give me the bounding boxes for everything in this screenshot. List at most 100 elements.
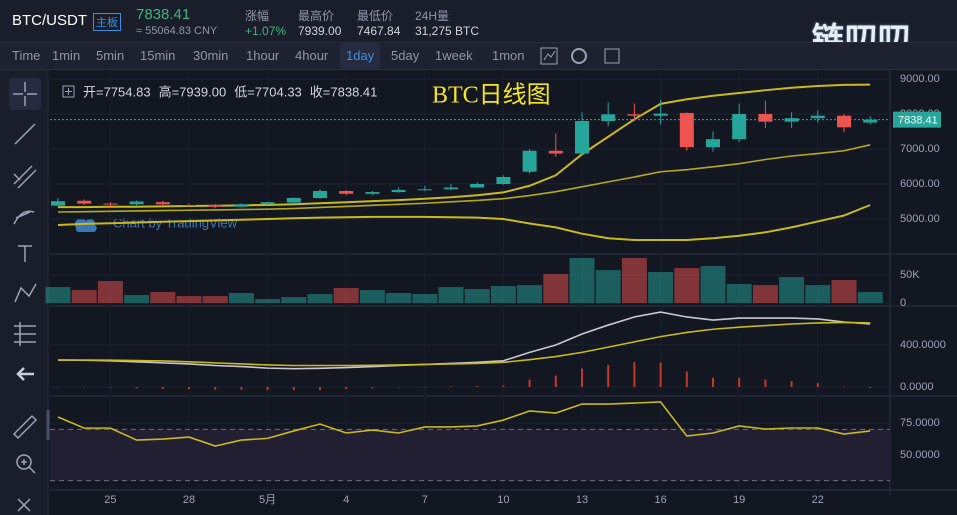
candle-body	[391, 189, 406, 193]
volume-bar	[202, 296, 228, 304]
x-tick-label: 4	[343, 494, 349, 506]
tool-text[interactable]	[18, 245, 32, 262]
ohlc-label: 高=	[159, 84, 180, 99]
candle-body	[679, 112, 694, 148]
interval-button[interactable]: 5day	[391, 48, 420, 63]
stat-label: 涨幅	[245, 9, 270, 23]
indicator-line	[57, 204, 871, 241]
tool-fib[interactable]	[14, 322, 36, 346]
macd-histogram-bar	[214, 387, 217, 390]
volume-bar	[543, 274, 569, 304]
candle-body	[601, 114, 616, 121]
macd-histogram-bar	[188, 387, 190, 390]
interval-button[interactable]: 30min	[193, 48, 229, 63]
tool-remove[interactable]	[17, 498, 31, 512]
interval-button[interactable]: 15min	[140, 48, 176, 63]
macd-histogram-bar	[109, 387, 112, 388]
indicator-line	[58, 321, 871, 367]
legend-toggle[interactable]	[62, 85, 75, 98]
interval-button[interactable]: Time	[12, 48, 41, 63]
volume-bar	[150, 292, 176, 304]
interval-button[interactable]: 1min	[52, 48, 81, 63]
tool-brush[interactable]	[13, 210, 35, 225]
interval-button[interactable]: 1week	[435, 48, 473, 63]
volume-bar	[779, 277, 805, 304]
board-badge[interactable]: 主板	[93, 13, 121, 31]
x-tick-label: 16	[654, 494, 666, 506]
sidebar	[0, 70, 48, 515]
x-tick-label: 13	[576, 494, 588, 506]
y-tick-label: 400.0000	[900, 339, 946, 351]
candle-body	[758, 113, 773, 122]
indicator-icon[interactable]	[540, 47, 558, 65]
tool-pattern[interactable]	[14, 283, 37, 303]
macd-histogram-bar	[843, 386, 845, 388]
volume-bar	[45, 287, 71, 304]
interval-button[interactable]: 5min	[96, 48, 125, 63]
candle-body	[129, 201, 144, 205]
candle-body	[417, 189, 432, 191]
volume-bar	[124, 295, 150, 304]
candle-body	[548, 150, 563, 154]
volume-bar	[281, 297, 307, 304]
candle-body	[863, 119, 878, 123]
stat-value: 31,275 BTC	[415, 24, 480, 38]
macd-histogram-bar	[685, 371, 688, 388]
tool-line[interactable]	[14, 123, 36, 145]
candle-body	[365, 192, 380, 194]
y-tick-label: 9000.00	[900, 73, 940, 85]
candle-body	[155, 202, 170, 205]
candle-body	[51, 201, 65, 206]
macd-histogram-bar	[712, 377, 714, 388]
tool-back[interactable]	[16, 367, 34, 381]
tool-zoom-mark[interactable]	[21, 459, 36, 474]
volume-bar	[307, 294, 333, 304]
volume-bar	[700, 266, 726, 304]
interval-button[interactable]: 4hour	[295, 48, 329, 63]
macd-histogram-bar	[371, 387, 374, 389]
y-tick-label: 50.0000	[900, 449, 940, 461]
candle-body	[77, 200, 92, 204]
volume-bar	[805, 285, 831, 304]
volume-bar	[333, 288, 359, 304]
screenshot-icon[interactable]	[604, 48, 620, 64]
candle-body	[444, 187, 458, 190]
interval-button[interactable]: 1day	[340, 43, 381, 69]
tool-zoom[interactable]	[16, 454, 32, 470]
ohlc-value: 7939.00	[179, 84, 226, 99]
ohlc-label: 开=	[83, 84, 104, 99]
interval-button[interactable]: 1hour	[246, 48, 280, 63]
macd-histogram-bar	[83, 387, 86, 388]
tool-ruler[interactable]	[12, 414, 38, 440]
candle-body	[627, 114, 642, 116]
candle-body	[732, 113, 747, 140]
stat-label: 最高价	[298, 9, 335, 23]
volume-bar	[621, 258, 647, 304]
volume-bar	[490, 286, 516, 304]
candle-body	[286, 197, 301, 203]
tool-channel[interactable]	[13, 165, 37, 189]
volume-bar	[359, 290, 385, 304]
y-tick-label: 50K	[900, 269, 920, 281]
volume-bar	[464, 289, 490, 304]
chart: Chart by TradingView 9000.008000.007000.…	[0, 70, 957, 515]
macd-histogram-bar	[764, 379, 767, 388]
macd-histogram-bar	[790, 381, 793, 388]
settings-icon[interactable]	[571, 48, 587, 64]
tool-active-bg	[9, 78, 41, 110]
volume-bar	[831, 280, 857, 304]
x-tick-label: 7	[422, 494, 428, 506]
tool-crosshair[interactable]	[13, 82, 37, 106]
stat-label: 最低价	[357, 9, 394, 23]
ohlc-value: 7704.33	[255, 84, 302, 99]
interval-button[interactable]: 1mon	[492, 48, 525, 63]
y-tick-label: 0	[900, 297, 906, 309]
indicator-icon-mark	[543, 50, 556, 61]
macd-histogram-bar	[319, 387, 321, 390]
candle-body	[470, 183, 485, 188]
y-tick-label: 75.0000	[900, 417, 940, 429]
chart-title: BTC日线图	[432, 82, 551, 109]
x-tick-label: 22	[812, 494, 824, 506]
ohlc-value: 7754.83	[104, 84, 151, 99]
volume-bar	[517, 285, 543, 304]
